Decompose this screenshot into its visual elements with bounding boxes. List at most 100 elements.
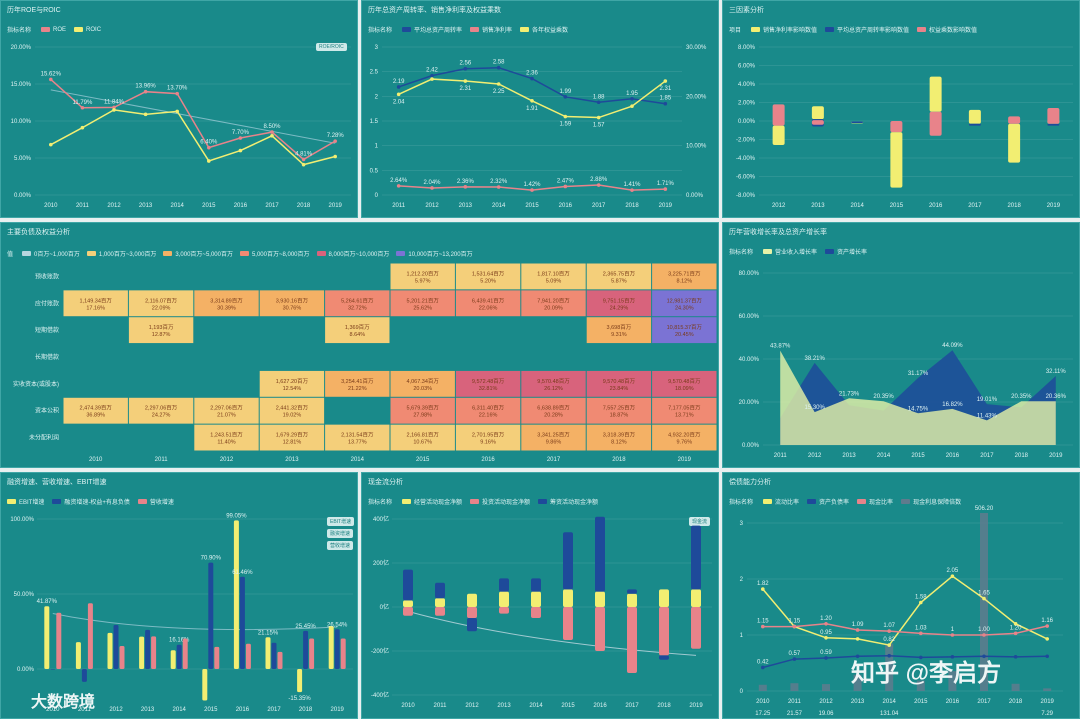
data-label: 0.42 [757,659,769,665]
legend-text: 1,000百万~3,000百万 [98,252,157,258]
cell-value: 3,698百万 [607,324,632,331]
revenue-growth-button[interactable]: 营收增速 [327,541,354,550]
cell-percent: 20.28% [544,413,563,419]
legend-item-revenue-growth[interactable]: 营业收入增长率 [763,247,817,256]
legend-text: 0百万~1,000百万 [34,252,80,258]
heatmap-cell [586,424,652,451]
data-label: 8.50% [263,124,281,130]
data-label: 1.09 [852,622,864,628]
data-point [112,105,116,110]
y-tick-label: 100.00% [10,517,34,523]
heatmap-cell [63,397,128,424]
data-point [792,624,797,629]
data-point [663,101,668,106]
data-label: 2.47% [557,178,575,184]
heatmap-cell [128,397,194,424]
legend-item-roe[interactable]: ROE [41,27,66,33]
legend-item-range[interactable]: 8,000百万~10,000百万 [316,249,389,258]
legend-label: 项目 [729,28,742,34]
data-point [143,112,148,117]
legend-item-current-ratio[interactable]: 流动比率 [763,497,799,506]
legend-item-revenue[interactable]: 营收增速 [137,497,174,506]
x-tick-label: 2015 [204,707,218,713]
data-point [663,187,668,191]
bar [1011,683,1020,691]
bar-segment [691,607,701,649]
legend-item-range[interactable]: 3,000百万~5,000百万 [163,249,233,258]
legend-text: 营业收入增长率 [775,250,818,256]
bar-segment [772,125,785,146]
x-tick-label: 2012 [772,203,786,209]
heatmap-cell [586,317,652,344]
data-label: 16.16% [169,638,190,644]
legend-item-cash-ratio[interactable]: 现金比率 [857,497,893,506]
legend-item-multiplier-effect[interactable]: 权益乘数影响数值 [917,25,977,34]
trend-line [50,89,336,144]
cell-value: 9,570.48百万 [537,378,570,385]
legend-text: 筹资活动现金净额 [550,500,599,506]
data-label: 1.88 [593,94,605,100]
x-tick-label: 2017 [547,457,561,463]
roe-roic-button[interactable]: ROE/ROIC [316,43,347,51]
legend-item-range[interactable]: 0百万~1,000百万 [22,249,80,258]
legend-item-roic[interactable]: ROIC [74,27,101,33]
x-tick-label: 2018 [612,457,626,463]
legend-item-margin[interactable]: 销售净利率 [470,25,512,34]
cell-percent: 13.77% [348,440,367,446]
cell-value: 10,815.37百万 [667,324,703,331]
legend-item-turnover[interactable]: 平均总资产周转率 [402,25,462,34]
row-label: 长期借款 [35,353,59,361]
data-point [887,643,891,647]
cell-percent: 20.45% [675,332,694,338]
legend-item-range[interactable]: 1,000百万~3,000百万 [86,249,157,258]
data-label: 32.11% [1046,369,1067,375]
y-tick-label: 60.00% [739,314,760,320]
bar-segment [968,123,981,126]
x-tick-label: 2014 [529,703,543,709]
bar-segment [531,578,541,592]
legend-item-debt-ratio[interactable]: 资产负债率 [807,497,849,506]
data-point [982,654,986,659]
legend-item-financing-cash[interactable]: 筹资活动现金净额 [538,497,598,506]
x-tick-label: 2014 [877,453,891,459]
bar [948,671,957,691]
data-point [950,574,955,578]
bar [75,642,81,669]
bar-segment [563,607,573,640]
heatmap-cell [521,370,586,397]
panel-title: 主要负债及权益分析 [7,229,70,236]
ebit-growth-button[interactable]: EBIT增速 [327,517,355,526]
cashflow-button[interactable]: 现金流 [689,517,711,526]
x-tick-label: 2013 [842,453,856,459]
cell-value: 9,572.48百万 [472,378,505,385]
data-point [563,95,568,99]
bar-segment [811,106,824,120]
legend-item-investing[interactable]: 投资活动现金净额 [470,497,530,506]
heatmap-cell [652,370,717,397]
legend-item-ebit[interactable]: EBIT增速 [7,497,44,506]
legend-item-margin-effect[interactable]: 销售净利率影响数值 [751,25,817,34]
legend-item-range[interactable]: 5,000百万~8,000百万 [239,249,310,258]
cell-percent: 12.54% [283,386,302,392]
data-point [919,600,923,605]
cell-percent: 21.07% [217,413,236,419]
series-line [762,623,1048,636]
legend-item-range[interactable]: 10,000百万~13,200百万 [396,249,473,258]
x-tick-label: 2017 [592,203,606,209]
legend-item-financing[interactable]: 融资增速-权益+有息负债 [52,497,130,506]
bar [119,646,125,669]
cell-percent: 8.64% [349,332,365,338]
financing-growth-button[interactable]: 融资增速 [327,529,354,538]
legend-item-operating[interactable]: 经营活动现金净额 [402,497,462,506]
data-label: 2.31 [459,86,471,92]
data-label: 43.87% [770,344,791,350]
panel-roe: 历年ROE与ROIC 指标名称 ROE ROIC ROE/ROIC 0.00% 5… [0,0,358,218]
data-point [630,104,634,108]
legend-item-asset-growth[interactable]: 资产增长率 [825,247,867,256]
legend-item-turnover-effect[interactable]: 平均总资产周转率影响数值 [825,25,909,34]
y-tick-label: 3 [740,521,744,527]
legend-item-interest-coverage[interactable]: 现金利息保障倍数 [901,497,961,506]
legend-item-multiplier[interactable]: 各年权益乘数 [520,25,568,34]
data-label: 1.91 [526,106,538,112]
heatmap-cell [390,263,455,290]
